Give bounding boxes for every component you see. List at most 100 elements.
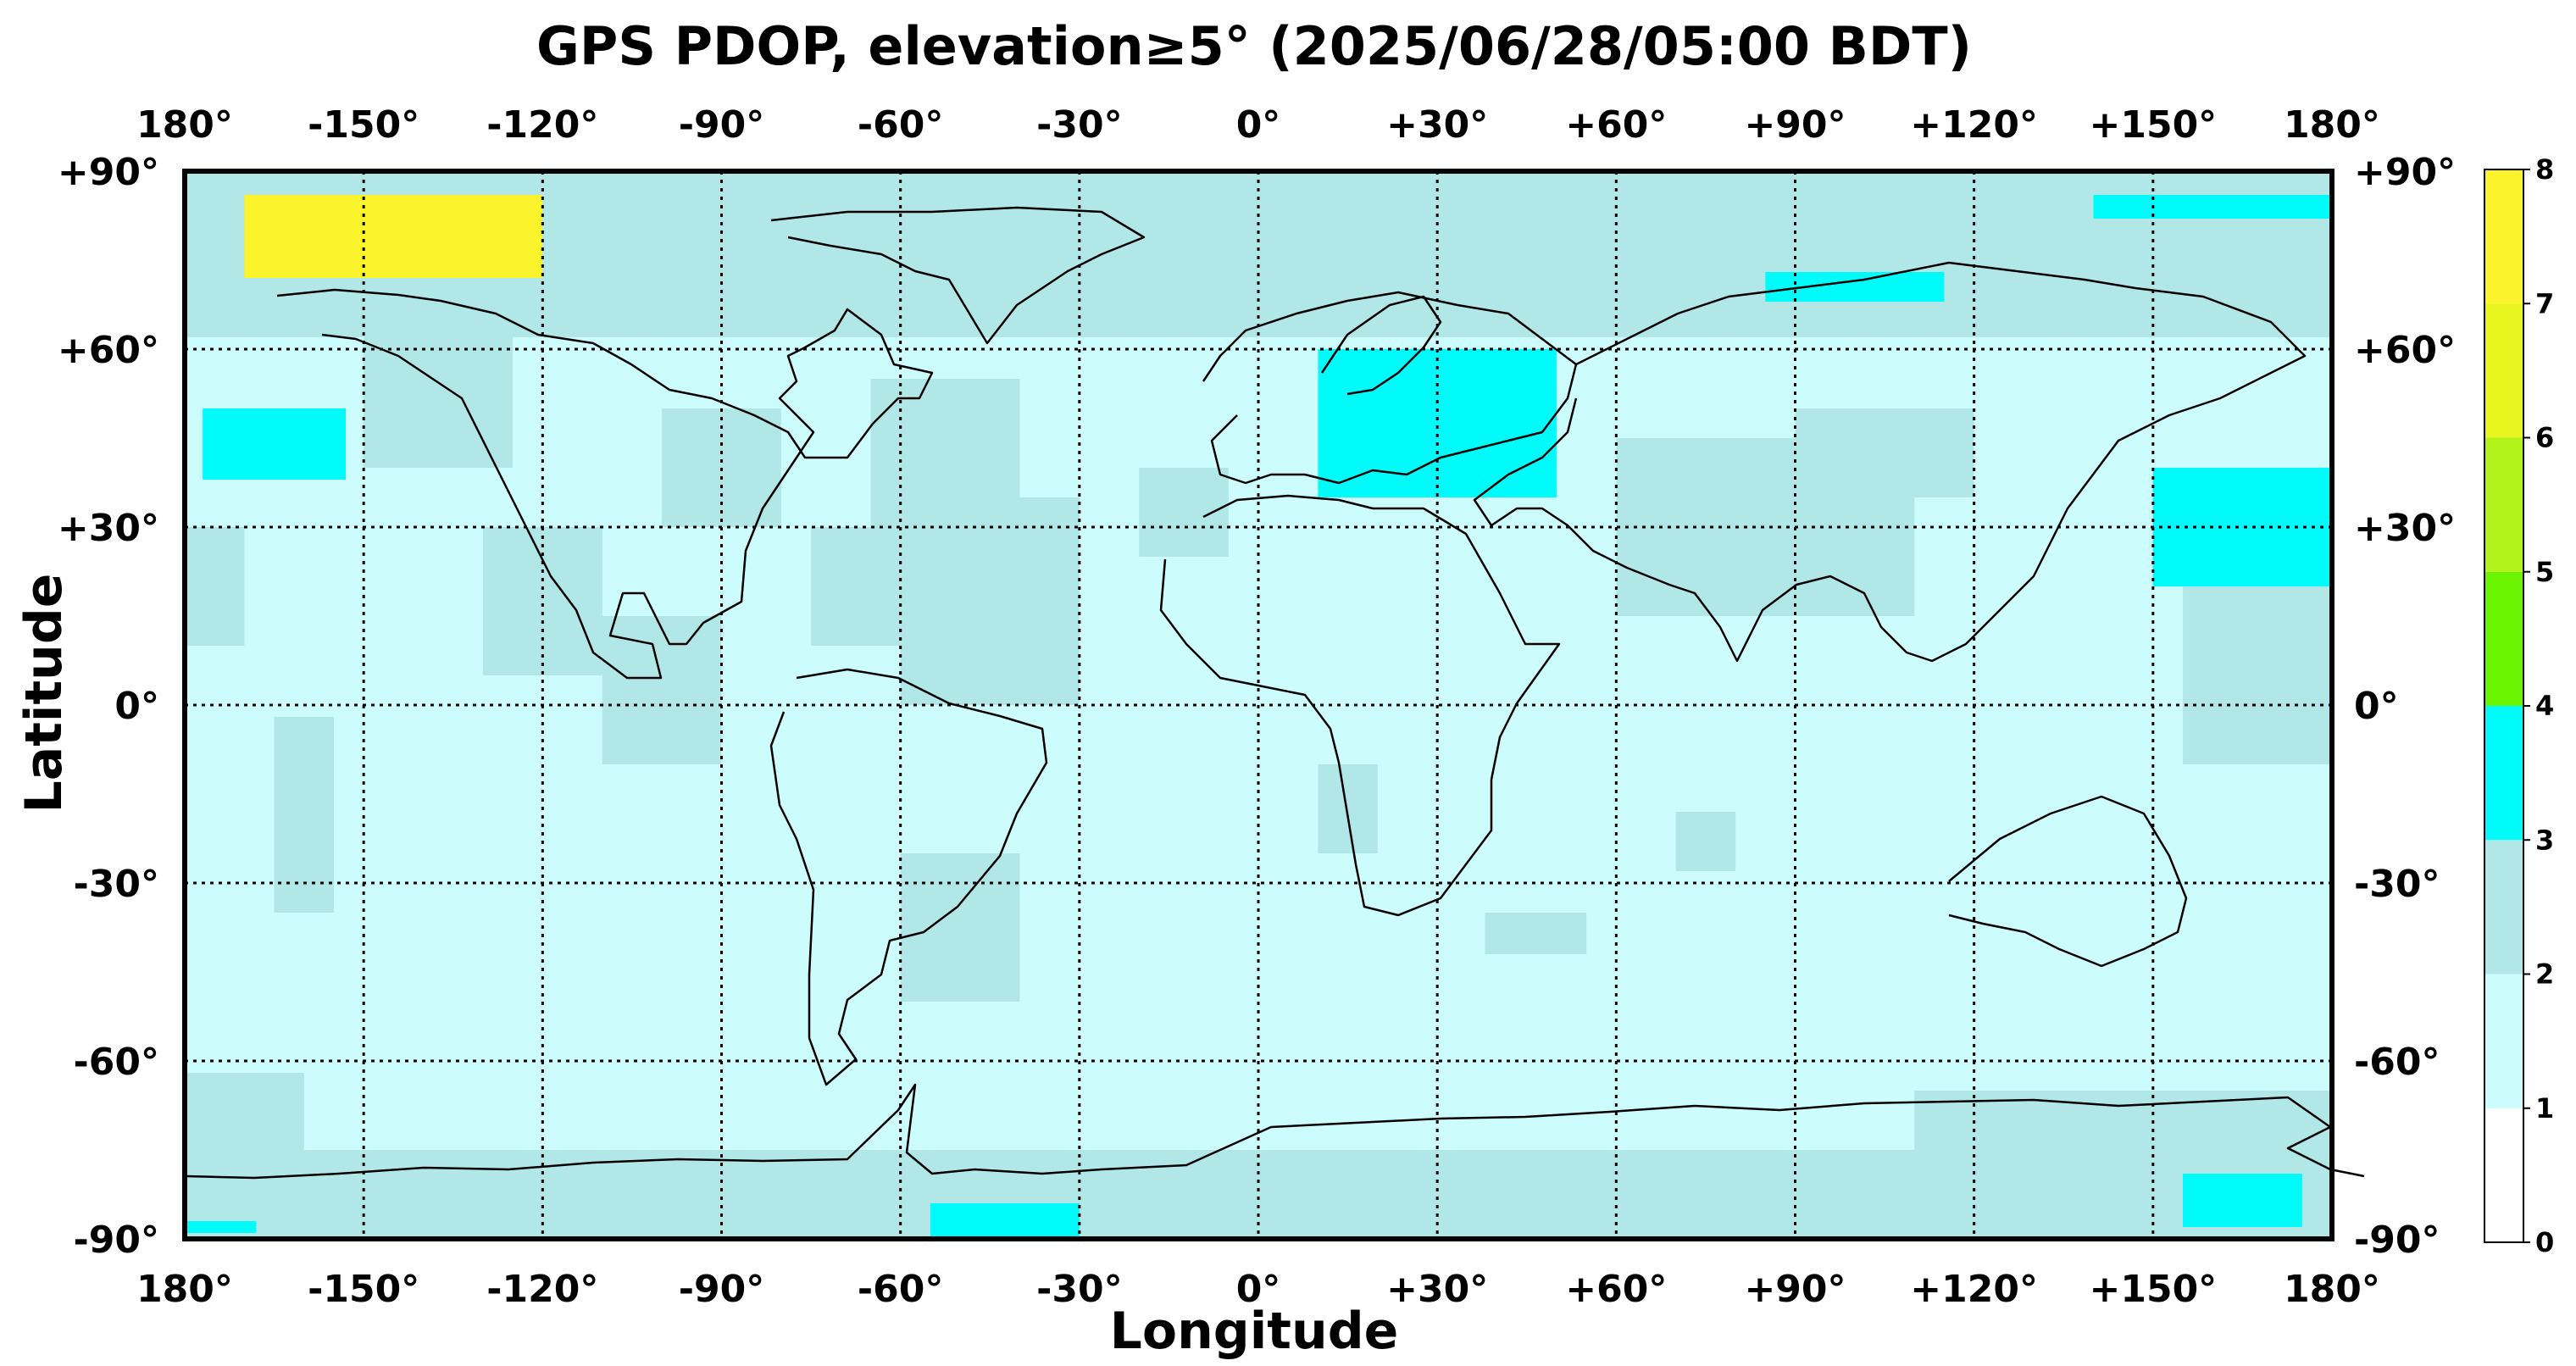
colorbar-tick-label: 2 [2535,958,2554,991]
x-tick-label-bottom: 180° [136,1268,233,1311]
y-tick-label-left: +60° [58,329,159,372]
x-tick-label-bottom: 180° [2284,1268,2380,1311]
coastline-south-america [769,668,1048,1086]
colorbar-level-3 [2484,706,2523,841]
coastlines [186,206,2365,1180]
x-tick-label-bottom: -120° [486,1268,598,1311]
x-tick-label-top: -60° [858,103,944,147]
y-tick-label-left: +30° [58,507,159,550]
colorbar [2484,169,2524,1243]
x-tick-label-top: -150° [308,103,419,147]
y-tick-label-left: 0° [114,685,159,728]
heat-region-15 [1318,764,1378,853]
colorbar-ticks: 0 1 2 3 4 5 6 7 8 [2523,153,2554,1258]
coastline-africa [1159,494,1561,917]
x-tick-label-top: -120° [486,103,598,147]
chart-title: GPS PDOP, elevation≥5° (2025/06/28/05:00… [536,15,1972,77]
x-tick-label-bottom: +150° [2089,1268,2217,1311]
heat-region-1 [364,337,514,468]
x-tick-label-bottom: 0° [1236,1268,1281,1311]
heat-region-10 [274,717,334,913]
colorbar-level-2 [2484,840,2523,975]
y-ticks-left: +90° +60° +30° 0° -30° -60° -90° [58,151,159,1262]
x-tick-label-bottom: -90° [679,1268,765,1311]
coastline-asia [1473,261,2307,663]
x-tick-label-top: -90° [679,103,765,147]
colorbar-tick-label: 5 [2535,556,2554,588]
coastline-greenland [770,206,1146,345]
x-tick-label-bottom: +60° [1565,1268,1667,1311]
heat-region-11 [1139,468,1229,557]
x-ticks-top: 180° -150° -120° -90° -60° -30° 0° +30° +60° +90°… [136,103,2380,147]
x-tick-label-top: 180° [136,103,233,147]
colorbar-level-0 [2484,1108,2523,1242]
x-tick-label-top: +60° [1565,103,1667,147]
graticule [185,171,2332,1239]
x-tick-label-top: 180° [2284,103,2380,147]
colorbar-level-4 [2484,571,2523,706]
heat-region-9 [900,853,1020,1002]
colorbar-tick-label: 6 [2535,422,2554,454]
y-tick-label-left: +90° [58,151,159,194]
heat-region-27 [2183,1174,2302,1227]
y-ticks-right: +90° +60° +30° 0° -30° -60° -90° [2354,151,2456,1262]
heat-region-29 [244,195,543,278]
y-tick-label-right: -30° [2354,863,2440,906]
colorbar-tick-label: 3 [2535,824,2554,856]
x-tick-label-bottom: +90° [1744,1268,1846,1311]
y-tick-label-right: +60° [2354,329,2456,372]
coastline-scandinavia [1320,295,1442,396]
heat-region-4 [185,527,245,646]
y-axis-label: Latitude [14,573,74,813]
coastline-australia [1948,795,2188,968]
colorbar-tick-label: 1 [2535,1092,2554,1124]
y-tick-label-right: -60° [2354,1041,2440,1084]
heat-region-28 [185,1221,257,1233]
x-tick-label-bottom: -60° [858,1268,944,1311]
colorbar-level-1 [2484,974,2523,1108]
y-tick-label-left: -30° [74,863,160,906]
heat-region-13 [1795,408,1974,497]
coastline-north-america [276,288,934,680]
colorbar-level-7 [2484,169,2523,304]
x-tick-label-bottom: -150° [308,1268,419,1311]
colorbar-level-6 [2484,303,2523,438]
heat-region-8 [900,497,1080,705]
x-tick-label-top: +150° [2089,103,2217,147]
y-tick-label-right: +30° [2354,507,2456,550]
y-tick-label-right: +90° [2354,151,2456,194]
y-tick-label-left: -60° [74,1041,160,1084]
x-tick-label-bottom: -30° [1036,1268,1123,1311]
heat-region-17 [1485,913,1587,954]
heat-region-22 [1318,349,1557,497]
x-ticks-bottom: 180° -150° -120° -90° -60° -30° 0° +30° +60° +90°… [136,1268,2380,1311]
x-tick-label-top: 0° [1236,103,1281,147]
x-tick-label-top: -30° [1036,103,1123,147]
y-tick-label-left: -90° [74,1219,160,1262]
x-tick-label-bottom: +30° [1386,1268,1488,1311]
x-tick-label-top: +30° [1386,103,1488,147]
x-tick-label-top: +90° [1744,103,1846,147]
map-frame [182,169,2334,1241]
x-tick-label-bottom: +120° [1910,1268,2038,1311]
heat-region-26 [930,1203,1080,1239]
heat-region-21 [203,408,347,480]
x-axis-label: Longitude [1109,1302,1399,1361]
heat-region-24 [1765,272,1945,302]
colorbar-tick-label: 0 [2535,1226,2554,1258]
colorbar-tick-label: 7 [2535,287,2554,319]
heat-region-16 [1675,812,1736,871]
x-tick-label-top: +120° [1910,103,2038,147]
coastline-antarctica [186,1083,2365,1180]
coastline-europe [1202,291,1578,485]
heat-region-25 [2093,195,2332,219]
heat-region-6 [602,616,722,764]
heat-region-23 [2152,468,2332,586]
y-tick-label-right: 0° [2354,685,2399,728]
y-tick-label-right: -90° [2354,1219,2440,1262]
colorbar-tick-label: 8 [2535,153,2554,186]
heat-region-5 [482,527,602,675]
colorbar-level-5 [2484,437,2523,572]
colorbar-tick-label: 4 [2535,690,2554,722]
